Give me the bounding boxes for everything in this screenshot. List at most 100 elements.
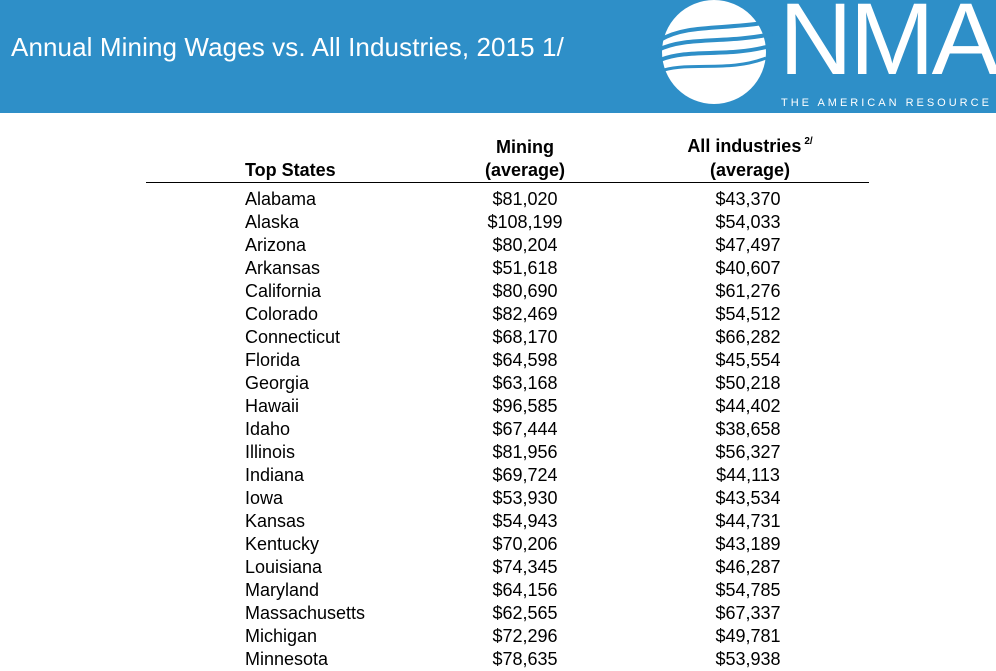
mining-wage-cell: $80,204: [492, 235, 558, 255]
header-mining: Mining (average): [465, 136, 585, 182]
state-cell: Maryland: [245, 580, 320, 600]
wage-table-body: Alabama $81,020 $43,370 Alaska $108,199 $54,0…: [0, 188, 996, 671]
all-industries-wage-cell: $44,113: [716, 465, 780, 485]
state-cell: Florida: [245, 350, 301, 370]
all-industries-wage-cell: $38,658: [715, 419, 781, 439]
header-all-line2: (average): [709, 160, 791, 180]
slide-title: Annual Mining Wages vs. All Industries, …: [11, 32, 564, 62]
state-cell: Colorado: [245, 304, 319, 324]
all-industries-wage-cell: $54,512: [715, 304, 781, 324]
mining-wage-cell: $68,170: [492, 327, 558, 347]
header-all-line1: All industries 2/: [665, 134, 835, 158]
mining-wage-cell: $53,930: [492, 488, 558, 508]
state-cell: Alaska: [245, 212, 300, 232]
all-industries-wage-cell: $61,276: [715, 281, 781, 301]
all-industries-wage-cell: $54,785: [715, 580, 781, 600]
mining-wage-cell: $51,618: [492, 258, 558, 278]
all-industries-wage-cell: $47,497: [715, 235, 781, 255]
logo-tagline: THE AMERICAN RESOURCE: [781, 97, 992, 109]
state-cell: Hawaii: [245, 396, 300, 416]
state-cell: Iowa: [245, 488, 284, 508]
mining-wage-cell: $81,956: [492, 442, 558, 462]
state-cell: Louisiana: [245, 557, 323, 577]
mining-wage-cell: $69,724: [492, 465, 558, 485]
all-industries-wage-cell: $66,282: [715, 327, 781, 347]
table-row: Alabama $81,020 $43,370: [0, 188, 996, 211]
table-row: Illinois $81,956 $56,327: [0, 441, 996, 464]
state-cell: Massachusetts: [245, 603, 366, 623]
mining-wage-cell: $82,469: [492, 304, 558, 324]
all-industries-wage-cell: $44,731: [715, 511, 781, 531]
mining-wage-cell: $62,565: [492, 603, 558, 623]
table-row: Idaho $67,444 $38,658: [0, 418, 996, 441]
state-cell: California: [245, 281, 322, 301]
globe-wave-icon: [657, 0, 773, 104]
state-cell: Kentucky: [245, 534, 320, 554]
state-cell: Minnesota: [245, 649, 329, 669]
all-industries-wage-cell: $54,033: [715, 212, 781, 232]
header-all-industries: All industries 2/ (average): [665, 134, 835, 182]
state-cell: Arkansas: [245, 258, 321, 278]
table-row: Georgia $63,168 $50,218: [0, 372, 996, 395]
mining-wage-cell: $63,168: [492, 373, 558, 393]
header-top-states: Top States: [245, 160, 336, 180]
all-industries-wage-cell: $43,534: [715, 488, 781, 508]
table-row: Iowa $53,930 $43,534: [0, 487, 996, 510]
mining-wage-cell: $78,635: [492, 649, 558, 669]
all-industries-wage-cell: $43,370: [715, 189, 781, 209]
table-row: Arkansas $51,618 $40,607: [0, 257, 996, 280]
state-cell: Georgia: [245, 373, 310, 393]
mining-wage-cell: $96,585: [492, 396, 558, 416]
table-row: Massachusetts $62,565 $67,337: [0, 602, 996, 625]
all-industries-wage-cell: $56,327: [715, 442, 781, 462]
mining-wage-cell: $81,020: [492, 189, 558, 209]
all-industries-wage-cell: $43,189: [715, 534, 781, 554]
header-divider: [146, 182, 869, 183]
table-row: Alaska $108,199 $54,033: [0, 211, 996, 234]
all-industries-wage-cell: $67,337: [715, 603, 781, 623]
table-row: Hawaii $96,585 $44,402: [0, 395, 996, 418]
mining-wage-cell: $72,296: [492, 626, 558, 646]
table-row: Maryland $64,156 $54,785: [0, 579, 996, 602]
table-row: Louisiana $74,345 $46,287: [0, 556, 996, 579]
mining-wage-cell: $64,156: [492, 580, 558, 600]
all-industries-wage-cell: $53,938: [715, 649, 781, 669]
state-cell: Connecticut: [245, 327, 341, 347]
all-industries-wage-cell: $44,402: [715, 396, 781, 416]
state-cell: Illinois: [245, 442, 296, 462]
mining-wage-cell: $108,199: [487, 212, 563, 232]
all-industries-wage-cell: $46,287: [715, 557, 781, 577]
state-cell: Arizona: [245, 235, 307, 255]
header-mining-line2: (average): [484, 160, 566, 180]
table-row: California $80,690 $61,276: [0, 280, 996, 303]
mining-wage-cell: $67,444: [492, 419, 558, 439]
all-industries-wage-cell: $50,218: [715, 373, 781, 393]
state-cell: Indiana: [245, 465, 305, 485]
table-row: Kansas $54,943 $44,731: [0, 510, 996, 533]
table-row: Connecticut $68,170 $66,282: [0, 326, 996, 349]
header-all-label: All industries: [687, 136, 802, 156]
table-row: Indiana $69,724 $44,113: [0, 464, 996, 487]
mining-wage-cell: $70,206: [492, 534, 558, 554]
mining-wage-cell: $54,943: [492, 511, 558, 531]
state-cell: Alabama: [245, 189, 317, 209]
table-row: Arizona $80,204 $47,497: [0, 234, 996, 257]
mining-wage-cell: $74,345: [492, 557, 558, 577]
title-banner: Annual Mining Wages vs. All Industries, …: [0, 0, 996, 113]
all-industries-wage-cell: $49,781: [715, 626, 781, 646]
table-row: Colorado $82,469 $54,512: [0, 303, 996, 326]
all-industries-wage-cell: $40,607: [715, 258, 781, 278]
table-row: Kentucky $70,206 $43,189: [0, 533, 996, 556]
mining-wage-cell: $80,690: [492, 281, 558, 301]
state-cell: Idaho: [245, 419, 291, 439]
state-cell: Kansas: [245, 511, 306, 531]
header-mining-line1: Mining: [496, 137, 554, 157]
all-industries-wage-cell: $45,554: [715, 350, 781, 370]
table-row: Florida $64,598 $45,554: [0, 349, 996, 372]
state-cell: Michigan: [245, 626, 318, 646]
table-row: Minnesota $78,635 $53,938: [0, 648, 996, 671]
table-row: Michigan $72,296 $49,781: [0, 625, 996, 648]
footnote-marker: 2/: [804, 136, 813, 147]
mining-wage-cell: $64,598: [492, 350, 558, 370]
nma-logo-text: NMA: [779, 0, 996, 96]
